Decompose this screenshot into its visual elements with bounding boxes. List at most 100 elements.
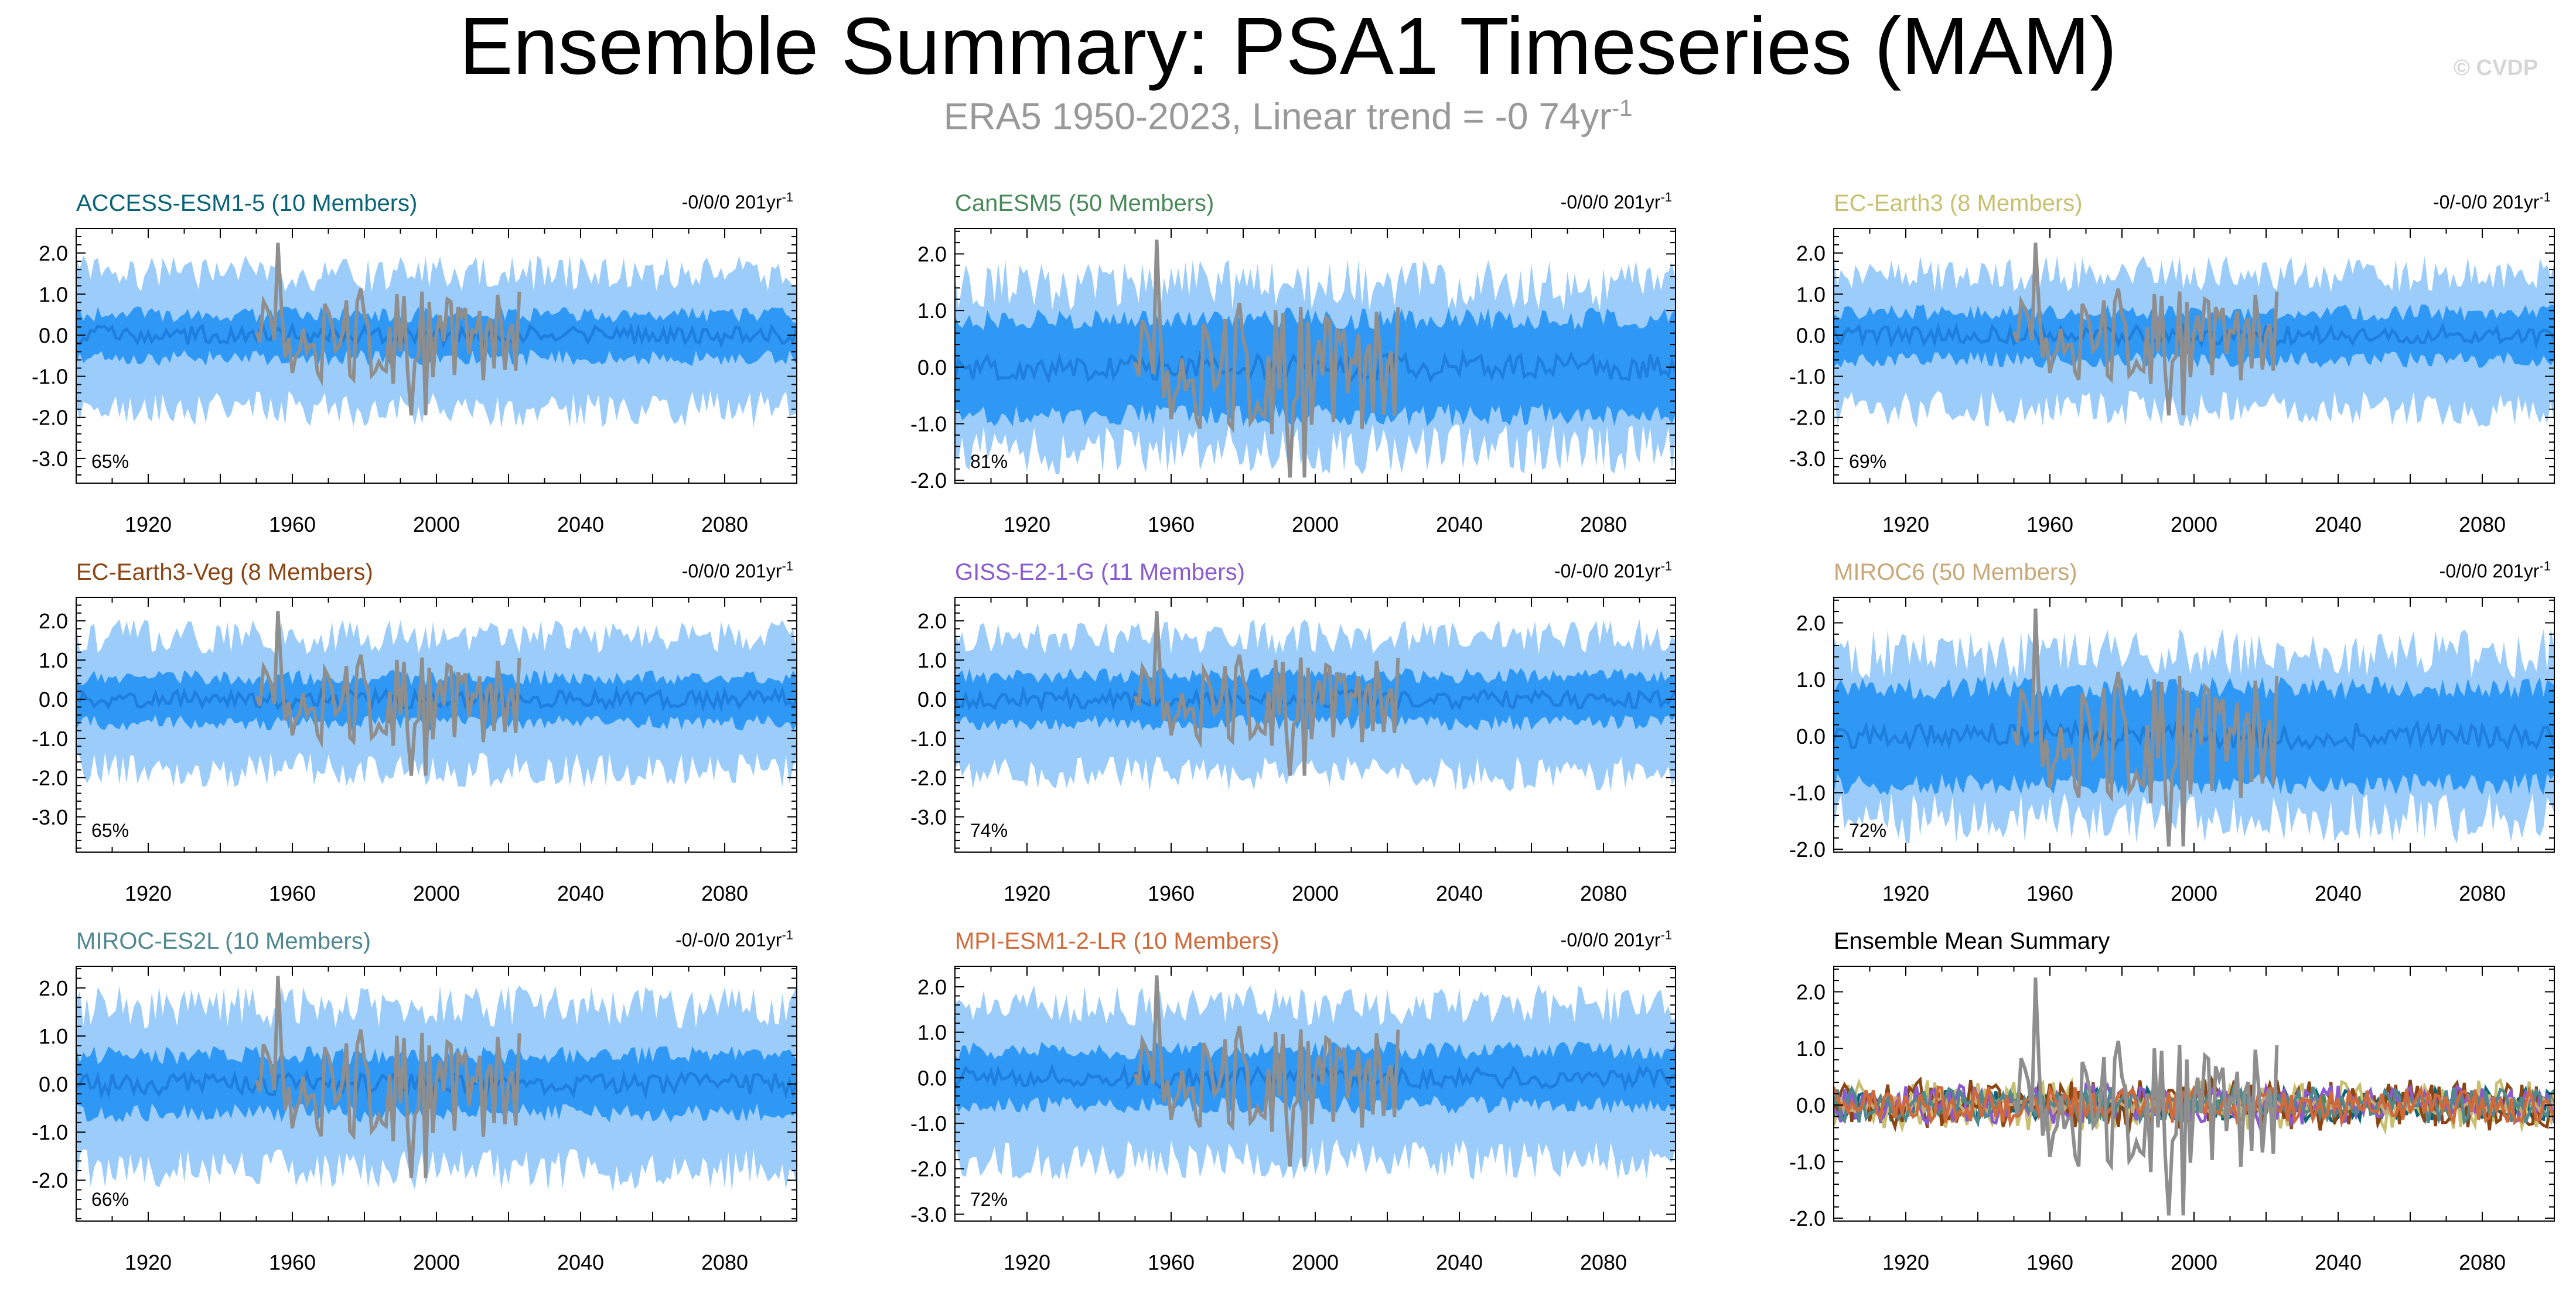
x-tick-label: 2000 (1292, 881, 1339, 905)
y-tick-label: 1.0 (917, 1021, 947, 1045)
panel-title: Ensemble Mean Summary (1834, 928, 2110, 954)
y-tick-label: -2.0 (1789, 406, 1826, 430)
panel-percent: 81% (970, 451, 1008, 472)
observed-line (2012, 608, 2279, 847)
plot-area (76, 611, 797, 788)
panel-trend-value: -0/0/0 201yr (682, 192, 782, 213)
y-tick-label: 0.0 (39, 1072, 68, 1096)
x-axis: 1920 1960 2000 2040 2080 (76, 966, 797, 1274)
y-tick-label: -2.0 (32, 1168, 68, 1192)
x-tick-label: 2040 (557, 1250, 604, 1274)
panel-percent: 66% (91, 1189, 129, 1210)
y-tick-label: 0.0 (917, 355, 947, 379)
series-line-mpi-esm1-2-lr (1834, 1084, 2554, 1129)
panel-percent: 72% (970, 1189, 1008, 1210)
x-tick-label: 2000 (413, 881, 460, 905)
y-tick-label: 1.0 (39, 648, 68, 672)
observed-line (2012, 242, 2279, 416)
panel-canesm5: 2.0 1.0 0.0 -1.0 -2.0 1920 1960 2000 2040 2080 Can… (910, 190, 1676, 536)
y-tick-label: -3.0 (910, 805, 947, 829)
y-tick-label: -1.0 (910, 1112, 947, 1136)
y-tick-label: 1.0 (1796, 668, 1826, 692)
x-tick-label: 1920 (125, 881, 172, 905)
observed-line (254, 976, 521, 1178)
y-tick-label: -2.0 (1789, 837, 1826, 861)
x-tick-label: 1960 (2026, 1250, 2073, 1274)
panel-title: EC-Earth3 (8 Members) (1834, 190, 2083, 216)
y-tick-label: 0.0 (39, 688, 68, 712)
y-tick-label: 2.0 (39, 241, 68, 265)
y-tick-label: -3.0 (32, 805, 68, 829)
panel-trend-value: -0/0/0 201yr (2439, 560, 2540, 582)
x-axis: 1920 1960 2000 2040 2080 (76, 597, 797, 905)
y-tick-label: 0.0 (1796, 724, 1826, 748)
y-tick-label: -2.0 (910, 469, 947, 493)
y-tick-label: 1.0 (917, 648, 947, 672)
y-tick-label: 2.0 (1796, 611, 1826, 635)
x-tick-label: 2000 (2171, 512, 2217, 536)
y-tick-label: 1.0 (39, 282, 68, 306)
y-tick-label: 2.0 (917, 242, 947, 266)
y-axis: 2.0 1.0 0.0 -1.0 -2.0 -3.0 (32, 228, 797, 484)
observed-line (254, 611, 521, 776)
y-tick-label: 2.0 (1796, 980, 1826, 1004)
y-tick-label: -2.0 (32, 406, 68, 430)
y-tick-label: -1.0 (32, 727, 68, 751)
panel-trend: -0/0/0 201yr-1 (682, 190, 793, 213)
panel-trend-superscript: -1 (1660, 928, 1672, 942)
panel-miroc6: 2.0 1.0 0.0 -1.0 -2.0 1920 1960 2000 2040 2080 MIR… (1789, 559, 2555, 905)
x-axis: 1920 1960 2000 2040 2080 (954, 966, 1676, 1274)
subtitle: ERA5 1950-2023, Linear trend = -0 74yr-1 (0, 97, 2576, 135)
y-axis: 2.0 1.0 0.0 -1.0 -2.0 (910, 230, 1676, 493)
x-tick-label: 1960 (269, 1250, 316, 1274)
x-tick-label: 2080 (2459, 512, 2506, 536)
x-tick-label: 2080 (1580, 512, 1627, 536)
y-tick-label: 1.0 (39, 1024, 68, 1048)
x-tick-label: 1960 (1148, 1250, 1195, 1274)
panel-title: EC-Earth3-Veg (8 Members) (76, 559, 373, 585)
x-axis: 1920 1960 2000 2040 2080 (1833, 966, 2555, 1274)
x-tick-label: 2000 (1292, 1250, 1339, 1274)
panel-trend-superscript: -1 (782, 190, 793, 204)
plot-area (955, 611, 1676, 792)
y-tick-label: 1.0 (1796, 1037, 1826, 1061)
y-tick-label: -1.0 (32, 1120, 68, 1144)
panel-percent: 65% (91, 820, 129, 841)
panel-ensemble-mean-summary: 2.0 1.0 0.0 -1.0 -2.0 1920 1960 2000 2040 2080 Ens… (1789, 928, 2555, 1274)
panel-trend-superscript: -1 (1660, 190, 1672, 204)
x-tick-label: 1920 (1882, 512, 1929, 536)
x-axis: 1920 1960 2000 2040 2080 (1833, 228, 2555, 536)
panel-trend: -0/0/0 201yr-1 (1561, 928, 1672, 950)
y-tick-label: -3.0 (32, 447, 68, 471)
x-tick-label: 2040 (1436, 1250, 1483, 1274)
observed-line (1133, 975, 1400, 1167)
x-tick-label: 1920 (1882, 1250, 1929, 1274)
observed-line (1133, 611, 1400, 776)
watermark: © CVDP (2454, 56, 2539, 80)
x-axis: 1920 1960 2000 2040 2080 (1833, 597, 2555, 905)
y-tick-label: 2.0 (39, 609, 68, 633)
panel-trend-value: -0/0/0 201yr (682, 560, 782, 582)
x-tick-label: 1920 (125, 1250, 172, 1274)
main-title: Ensemble Summary: PSA1 Timeseries (MAM) (459, 1, 2117, 91)
y-tick-label: -2.0 (32, 766, 68, 790)
y-tick-label: -1.0 (910, 412, 947, 436)
plot-area (1834, 242, 2554, 428)
observed-line (254, 242, 521, 416)
panel-title: MPI-ESM1-2-LR (10 Members) (955, 928, 1279, 954)
y-tick-label: -3.0 (1789, 447, 1826, 471)
panel-trend-superscript: -1 (2539, 190, 2551, 204)
panel-percent: 69% (1849, 451, 1886, 472)
x-tick-label: 2080 (2459, 1250, 2506, 1274)
x-tick-label: 1960 (269, 881, 316, 905)
y-tick-label: 0.0 (1796, 1093, 1826, 1117)
panel-mpi-esm1-2-lr: 2.0 1.0 0.0 -1.0 -2.0 -3.0 1920 1960 2000 2040 208… (910, 928, 1676, 1274)
panel-title: MIROC6 (50 Members) (1834, 559, 2077, 585)
observed-line (1133, 240, 1400, 478)
plot-area (76, 242, 797, 428)
x-axis: 1920 1960 2000 2040 2080 (954, 597, 1676, 905)
y-tick-label: -1.0 (32, 365, 68, 389)
x-tick-label: 2040 (2315, 1250, 2362, 1274)
x-tick-label: 1960 (1148, 881, 1195, 905)
